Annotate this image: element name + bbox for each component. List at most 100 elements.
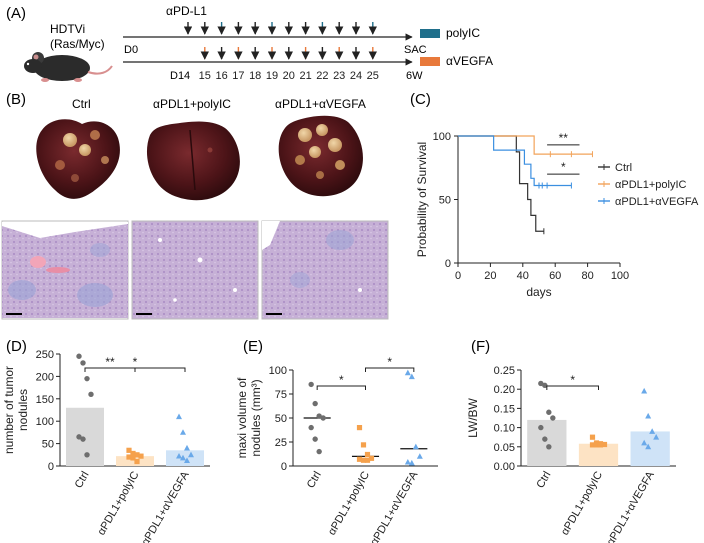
data-point <box>404 369 411 376</box>
km-series-line <box>458 135 544 232</box>
day-label: 24 <box>350 70 362 82</box>
sig-bracket <box>365 367 415 372</box>
legend-swatch-polyic <box>420 29 440 38</box>
y-tick-label: 0.00 <box>494 461 515 473</box>
legend-label-vegfa: αVEGFA <box>446 54 493 68</box>
group-label-ctrl: Ctrl <box>72 97 91 111</box>
data-point <box>645 443 652 450</box>
y-tick-label: 0.15 <box>494 403 515 415</box>
x-category-label: αPDL1+polyIC <box>559 469 605 537</box>
data-point <box>88 391 94 398</box>
data-point <box>542 436 548 442</box>
data-point <box>312 436 318 442</box>
y-tick-label: 0 <box>281 461 287 473</box>
panel-label-e: (E) <box>243 338 263 355</box>
day-label: 17 <box>232 70 244 82</box>
km-legend-label: αPDL1+polyIC <box>615 179 687 191</box>
bar <box>66 407 104 466</box>
y-tick-label: 200 <box>36 371 54 383</box>
data-point <box>316 448 322 455</box>
panel-label-b: (B) <box>6 91 26 108</box>
day-label: 22 <box>316 70 328 82</box>
x-category-label: αPDL1+αVEGFA <box>605 469 657 543</box>
day-label: 15 <box>199 70 211 82</box>
data-point <box>416 453 423 459</box>
treat-start-label: D14 <box>170 70 190 82</box>
data-point <box>80 360 86 366</box>
he-section-ctrl <box>1 220 129 320</box>
data-point <box>184 444 190 451</box>
data-point <box>404 458 411 465</box>
data-point <box>188 451 194 458</box>
data-point <box>134 452 140 458</box>
legend-swatch-vegfa <box>420 57 440 66</box>
panel-c: (C) 0 20 40 60 80 100 0 50 100 days Probability of… <box>410 91 699 299</box>
data-point <box>80 436 86 442</box>
data-point <box>408 459 415 466</box>
data-point <box>649 428 656 434</box>
km-sig-label: * <box>561 160 566 174</box>
mouse-icon <box>24 52 113 82</box>
km-x-tick-label: 0 <box>455 270 461 282</box>
y-tick-label: 0.25 <box>494 365 515 377</box>
y-tick-label: 0 <box>48 461 54 473</box>
data-point <box>356 456 363 462</box>
panel-label-f: (F) <box>471 338 490 355</box>
y-axis-label: LW/BW <box>466 397 480 437</box>
km-y-tick-label: 100 <box>433 131 451 143</box>
data-point <box>538 424 544 431</box>
timeline-arrows <box>183 22 377 60</box>
y-tick-label: 0.20 <box>494 384 515 396</box>
panel-label-d: (D) <box>6 338 27 355</box>
data-point <box>76 353 82 359</box>
drug-top-label: αPD-L1 <box>166 4 207 18</box>
y-tick-label: 50 <box>42 439 54 451</box>
data-point <box>130 450 136 457</box>
day-labels: 15 16 17 18 19 20 21 22 23 24 25 <box>199 70 379 82</box>
data-point <box>589 442 596 448</box>
y-tick-label: 75 <box>275 389 287 401</box>
data-point <box>653 434 660 440</box>
panel-d: (D) 0 50 100 150 200 250 number of tumor nodule… <box>2 338 210 543</box>
y-tick-label: 250 <box>36 349 54 361</box>
data-point <box>645 412 652 419</box>
km-x-tick-label: 20 <box>484 270 496 282</box>
data-point <box>356 425 363 431</box>
y-axis-label: nodules <box>16 389 30 431</box>
bar <box>578 443 619 466</box>
y-tick-label: 50 <box>275 413 287 425</box>
panel-a: (A) HDTVi (Ras/Myc) αPD-L1 D0 SAC D14 15… <box>6 4 493 82</box>
data-point <box>180 429 186 435</box>
x-category-label: Ctrl <box>73 470 92 491</box>
data-point <box>412 443 419 450</box>
panel-label-a: (A) <box>6 5 26 22</box>
sac-label: SAC <box>404 44 427 56</box>
data-point <box>126 447 132 453</box>
he-section-polyic <box>131 220 259 320</box>
data-point <box>176 413 182 420</box>
data-point <box>550 415 556 421</box>
data-point <box>597 442 604 448</box>
y-axis-label: maxi volume of <box>235 377 249 458</box>
group-label-vegfa: αPDL1+αVEGFA <box>275 97 366 111</box>
bar <box>527 419 567 466</box>
data-point <box>312 400 318 407</box>
data-point <box>538 380 544 387</box>
day-label: 18 <box>249 70 261 82</box>
sig-label: * <box>387 355 392 369</box>
sig-label: * <box>339 373 344 387</box>
x-category-label: αPDL1+polyIC <box>326 469 372 537</box>
data-point <box>320 415 326 421</box>
km-x-tick-label: 80 <box>581 270 593 282</box>
sig-bracket <box>84 367 186 372</box>
y-tick-label: 0.05 <box>494 442 515 454</box>
chart-d: 0 50 100 150 200 250 number of tumor nodules Ctr… <box>2 349 210 543</box>
data-point <box>408 373 415 380</box>
sig-label: * <box>570 373 575 387</box>
data-point <box>641 439 648 446</box>
data-point <box>76 434 82 440</box>
km-legend-label: αPDL1+αVEGFA <box>615 196 699 208</box>
start-day-label: D0 <box>124 44 138 56</box>
bar <box>166 450 204 466</box>
group-label-polyic: αPDL1+polyIC <box>153 97 231 111</box>
